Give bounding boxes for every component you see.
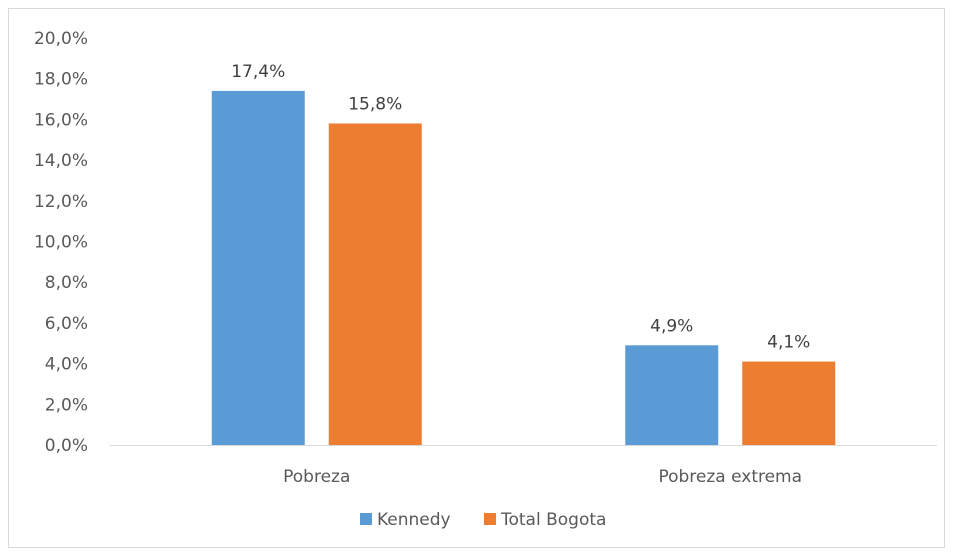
y-tick-label: 10,0% xyxy=(34,233,88,253)
bar-kennedy-1 xyxy=(625,345,719,445)
legend-swatch xyxy=(484,513,496,525)
data-label: 4,9% xyxy=(650,316,693,336)
y-tick-label: 18,0% xyxy=(34,70,88,90)
data-label: 4,1% xyxy=(767,333,810,353)
chart-frame: 0,0% 2,0% 4,0% 6,0% 8,0% 10,0% 12,0% 14,0% 16,0%… xyxy=(8,8,945,548)
bar-total-bogota-0 xyxy=(328,123,422,445)
y-tick-label: 4,0% xyxy=(45,355,88,375)
y-tick-label: 6,0% xyxy=(45,314,88,334)
y-axis-ticks: 0,0% 2,0% 4,0% 6,0% 8,0% 10,0% 12,0% 14,0% 16,0%… xyxy=(34,29,88,456)
y-tick-label: 12,0% xyxy=(34,192,88,212)
category-label: Pobreza xyxy=(283,467,350,487)
legend-label: Kennedy xyxy=(377,510,451,530)
y-tick-label: 20,0% xyxy=(34,29,88,49)
y-tick-label: 0,0% xyxy=(45,436,88,456)
y-tick-label: 14,0% xyxy=(34,151,88,171)
bar-total-bogota-1 xyxy=(742,361,836,445)
data-label: 15,8% xyxy=(348,94,402,114)
y-tick-label: 8,0% xyxy=(45,273,88,293)
y-tick-label: 2,0% xyxy=(45,395,88,415)
legend-label: Total Bogota xyxy=(500,510,606,530)
category-label: Pobreza extrema xyxy=(658,467,802,487)
legend-swatch xyxy=(360,513,372,525)
bars xyxy=(211,90,836,445)
data-labels: 17,4% 15,8% 4,9% 4,1% xyxy=(231,62,810,353)
data-label: 17,4% xyxy=(231,62,285,82)
legend: Kennedy Total Bogota xyxy=(360,510,606,530)
category-labels: Pobreza Pobreza extrema xyxy=(283,467,802,487)
y-tick-label: 16,0% xyxy=(34,110,88,130)
bar-kennedy-0 xyxy=(211,90,305,445)
